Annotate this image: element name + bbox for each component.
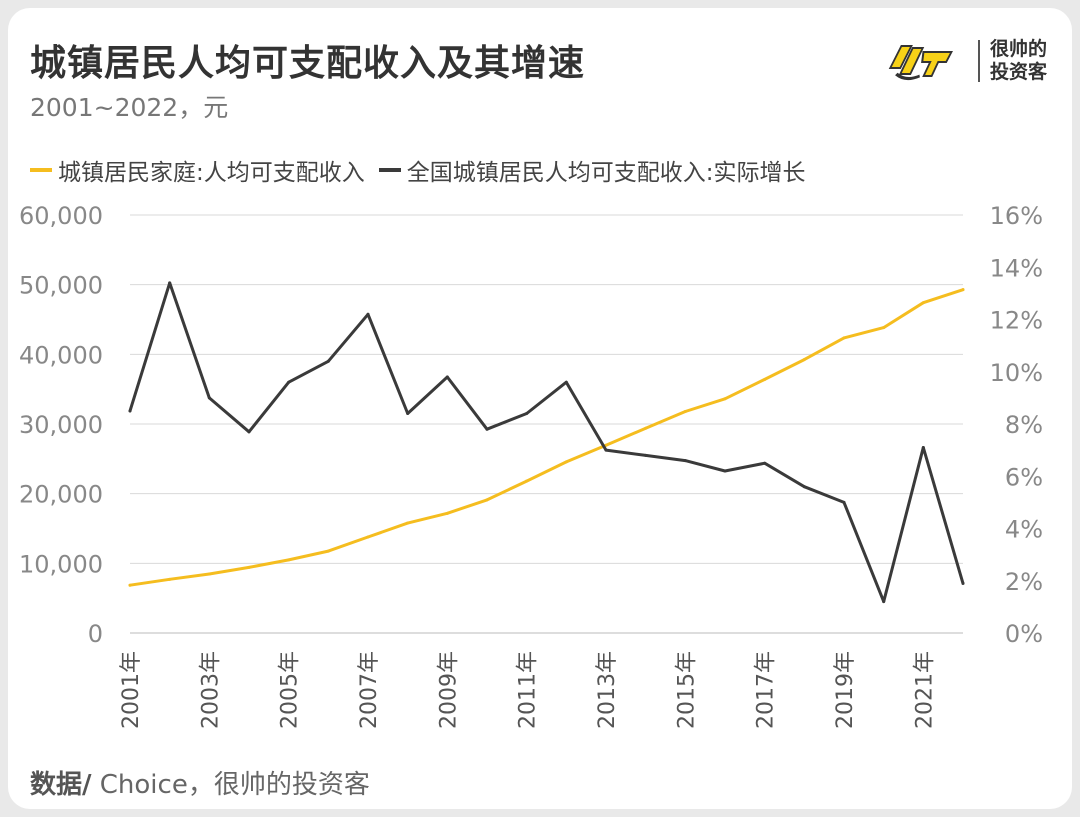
income-data-point [683,410,687,414]
growth-data-point [168,281,172,285]
income-data-point [882,326,886,330]
y-left-tick-label: 20,000 [19,481,103,509]
source-text: Choice，很帅的投资客 [91,770,370,800]
legend-label-growth: 全国城镇居民人均可支配收入:实际增长 [406,160,806,186]
logo-line-2: 投资客 [990,61,1048,83]
income-data-point [961,288,965,292]
y-left-tick-label: 60,000 [19,202,103,230]
legend-label-income: 城镇居民家庭:人均可支配收入 [58,160,365,186]
income-data-point [921,301,925,305]
income-data-point [842,336,846,340]
y-left-tick-label: 50,000 [19,272,103,300]
growth-data-point [763,461,767,465]
data-source: 数据/ Choice，很帅的投资客 [30,764,370,801]
growth-data-point [644,453,648,457]
x-tick-label: 2003年 [198,651,223,729]
logo-line-1: 很帅的 [990,38,1048,60]
y-right-tick-label: 0% [1005,620,1043,648]
x-tick-label: 2021年 [912,651,937,729]
y-right-tick-label: 8% [1005,411,1043,439]
growth-data-point [921,446,925,450]
x-tick-label: 2015年 [674,651,699,729]
income-data-point [485,498,489,502]
growth-data-point [128,409,132,413]
x-tick-label: 2007年 [357,651,382,729]
x-tick-label: 2001年 [119,651,144,729]
growth-data-point [683,459,687,463]
growth-data-point [564,380,568,384]
income-data-point [287,558,291,562]
x-tick-label: 2011年 [516,651,541,729]
legend-item-growth: 全国城镇居民人均可支配收入:实际增长 [378,153,806,187]
ysh-logo-icon [888,45,953,81]
chart-subtitle: 2001~2022，元 [30,93,229,122]
income-data-point [723,397,727,401]
income-data-point [525,479,529,483]
income-data-point [644,426,648,430]
income-data-point [366,535,370,539]
x-tick-label: 2019年 [833,651,858,729]
chart-card: 城镇居民人均可支配收入及其增速 2001~2022，元 很帅的 投资客 城镇居民… [8,8,1072,809]
growth-data-point [207,396,211,400]
growth-data-point [366,312,370,316]
y-left-tick-label: 0 [88,620,103,648]
legend-swatch-income [30,168,52,172]
growth-data-point [247,430,251,434]
y-left-tick-label: 30,000 [19,411,103,439]
income-series-line [128,288,965,587]
growth-data-point [485,427,489,431]
legend-item-income: 城镇居民家庭:人均可支配收入 [30,153,365,187]
income-data-point [564,460,568,464]
y-left-tick-label: 10,000 [19,550,103,578]
income-data-point [406,521,410,525]
x-tick-label: 2009年 [436,651,461,729]
logo-divider [978,40,980,82]
growth-data-point [802,485,806,489]
y-left-tick-label: 40,000 [19,341,103,369]
income-data-point [802,358,806,362]
income-data-point [168,577,172,581]
growth-series-line [128,281,965,604]
income-data-point [207,572,211,576]
income-data-point [128,583,132,587]
chart-legend: 城镇居民家庭:人均可支配收入 全国城镇居民人均可支配收入:实际增长 [30,154,820,186]
x-tick-label: 2013年 [595,651,620,729]
growth-data-point [882,600,886,604]
y-right-tick-label: 16% [990,202,1043,230]
logo-text: 很帅的 投资客 [990,38,1070,84]
income-data-point [247,565,251,569]
growth-data-point [326,359,330,363]
source-label: 数据/ [30,770,92,800]
brand-logo: 很帅的 投资客 [886,34,1066,90]
growth-data-point [445,375,449,379]
income-data-point [326,549,330,553]
income-data-point [445,511,449,515]
growth-data-point [525,412,529,416]
x-tick-label: 2017年 [754,651,779,729]
growth-data-point [961,581,965,585]
y-right-tick-label: 2% [1005,568,1043,596]
growth-data-point [406,412,410,416]
y-right-tick-label: 12% [990,307,1043,335]
y-right-tick-label: 4% [1005,516,1043,544]
growth-data-point [723,469,727,473]
growth-data-point [604,448,608,452]
chart-title: 城镇居民人均可支配收入及其增速 [30,43,586,84]
income-data-point [763,377,767,381]
growth-data-point [287,380,291,384]
y-right-tick-label: 6% [1005,463,1043,491]
x-tick-label: 2005年 [278,651,303,729]
y-right-tick-label: 10% [990,359,1043,387]
y-right-tick-label: 14% [990,254,1043,282]
legend-swatch-growth [378,168,401,172]
growth-data-point [842,500,846,504]
